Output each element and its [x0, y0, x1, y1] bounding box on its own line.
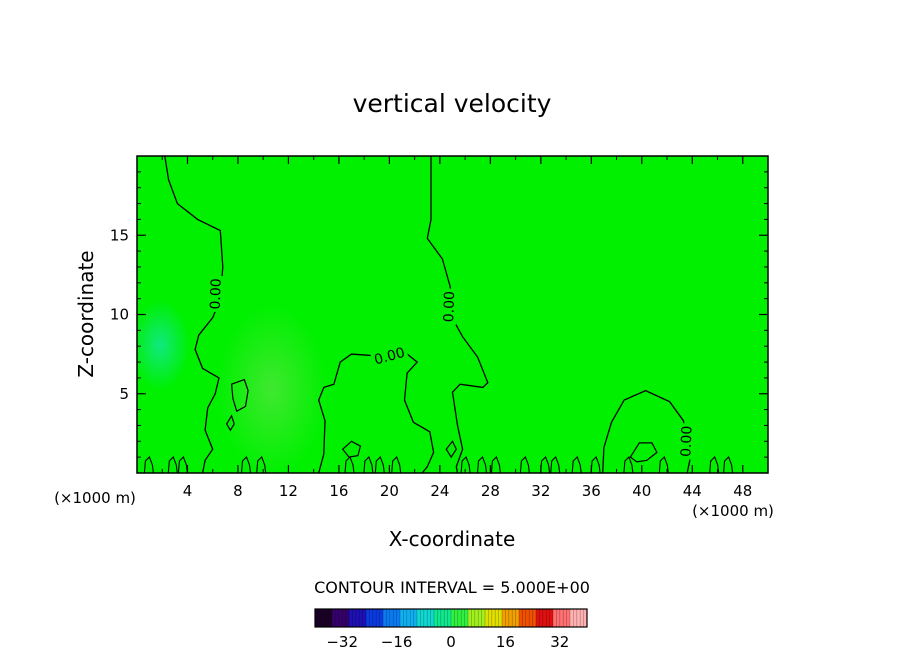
x-tick-label: 16	[329, 482, 348, 500]
surface-contour-15	[550, 456, 561, 473]
contour-labels: 0.00 0.00 0.00 0.00	[206, 275, 696, 460]
zero-contour-right	[426, 156, 489, 473]
colorbar-frame	[314, 608, 588, 628]
x-tick-label: 12	[279, 482, 298, 500]
surface-contour-20	[709, 456, 720, 473]
colorbar-tick-label: −32	[326, 633, 358, 651]
surface-contour-11	[476, 456, 488, 473]
surface-contour-7	[363, 456, 374, 473]
x-tick-label: 36	[582, 482, 601, 500]
surface-contour-6	[344, 456, 355, 473]
colorbar-swatch	[468, 609, 486, 627]
surface-contour-4	[240, 456, 252, 473]
y-tick-label: 5	[119, 385, 129, 403]
colorbar-tick-label: 32	[550, 633, 569, 651]
closed-contour-3	[341, 440, 362, 458]
colorbar-tick-label: −16	[381, 633, 413, 651]
surface-contour-13	[519, 456, 530, 473]
surface-contour-9	[391, 456, 402, 473]
colorbar-swatch	[451, 609, 469, 627]
y-tick-label: 10	[110, 306, 129, 324]
plot-area: 0.00 0.000.000.00 4 8 12 16 20 24 28 32 36 40 44 485…	[110, 155, 769, 500]
surface-contour-18	[623, 456, 634, 473]
contour-label-gap	[440, 288, 458, 325]
chart-title: vertical velocity	[353, 89, 552, 118]
surface-contour-21	[723, 456, 734, 473]
colorbar-swatch	[434, 609, 452, 627]
closed-contour-2	[225, 414, 235, 432]
colorbar-swatch	[417, 609, 435, 627]
closed-contour-4	[629, 442, 658, 463]
colorbar-swatch	[366, 609, 384, 627]
contour-label-gap	[677, 423, 695, 460]
colorbar-swatch	[519, 609, 537, 627]
surface-contour-8	[374, 456, 385, 473]
colorbar-swatch	[553, 609, 571, 627]
colorbar-swatch	[536, 609, 554, 627]
colorbar-swatch	[383, 609, 401, 627]
surface-contour-16	[571, 456, 582, 473]
colorbar-swatch	[485, 609, 503, 627]
contour-label-gap	[369, 343, 409, 369]
colorbar-swatch	[315, 609, 333, 627]
positive-velocity-patch	[217, 305, 327, 473]
x-tick-label: 8	[233, 482, 243, 500]
x-tick-label: 28	[481, 482, 500, 500]
colorbar-swatch	[400, 609, 418, 627]
contour-interval-text: CONTOUR INTERVAL = 5.000E+00	[314, 578, 590, 597]
colorbar-tick-label: 0	[446, 633, 456, 651]
contour-label-far-right: 0.00	[678, 425, 695, 457]
x-tick-label: 32	[531, 482, 550, 500]
y-axis-label: Z-coordinate	[74, 250, 98, 377]
colorbar-swatch	[332, 609, 350, 627]
colorbar-tick-labels: −32 −16 0 16 32	[326, 633, 569, 651]
colorbar-swatch	[349, 609, 367, 627]
contour-label-left: 0.00	[208, 278, 225, 310]
colorbar-tick-label: 16	[496, 633, 515, 651]
x-axis-label: X-coordinate	[389, 527, 516, 551]
contour-label-gap	[206, 275, 224, 313]
colorbar-swatch	[570, 609, 588, 627]
x-unit-left: (×1000 m)	[54, 489, 136, 507]
x-tick-label: 44	[683, 482, 702, 500]
contour-label-middle: 0.00	[373, 345, 407, 369]
zero-contour-left	[164, 156, 224, 473]
x-tick-label: 20	[380, 482, 399, 500]
x-tick-label: 24	[430, 482, 449, 500]
surface-contour-5	[256, 456, 267, 473]
x-tick-label: 4	[183, 482, 193, 500]
negative-velocity-patch	[137, 300, 190, 390]
colorbar	[314, 608, 588, 628]
y-tick-label: 15	[110, 226, 129, 244]
x-tick-label: 40	[632, 482, 651, 500]
surface-contour-19	[658, 456, 669, 473]
x-tick-label: 48	[733, 482, 752, 500]
surface-contour-3	[177, 456, 188, 473]
closed-contour-1	[230, 378, 249, 413]
contour-label-right: 0.00	[441, 291, 458, 323]
surface-contour-12	[490, 456, 501, 473]
x-unit-right: (×1000 m)	[692, 502, 774, 520]
colorbar-swatch	[502, 609, 520, 627]
surface-contour-10	[460, 456, 471, 473]
surface-contour-1	[143, 456, 154, 473]
surface-contour-2	[167, 456, 178, 473]
closed-contour-5	[445, 440, 457, 459]
